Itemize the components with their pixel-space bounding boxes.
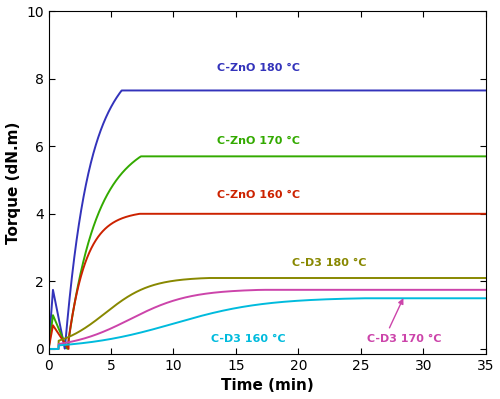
Text: C-ZnO 170 °C: C-ZnO 170 °C	[217, 136, 300, 146]
X-axis label: Time (min): Time (min)	[221, 378, 314, 393]
Text: C-D3 160 °C: C-D3 160 °C	[211, 334, 286, 344]
Text: C-D3 170 °C: C-D3 170 °C	[367, 334, 442, 344]
Text: C-D3 180 °C: C-D3 180 °C	[292, 258, 366, 268]
Y-axis label: Torque (dN.m): Torque (dN.m)	[6, 121, 20, 244]
Text: C-ZnO 160 °C: C-ZnO 160 °C	[217, 190, 300, 200]
Text: C-ZnO 180 °C: C-ZnO 180 °C	[217, 63, 300, 73]
